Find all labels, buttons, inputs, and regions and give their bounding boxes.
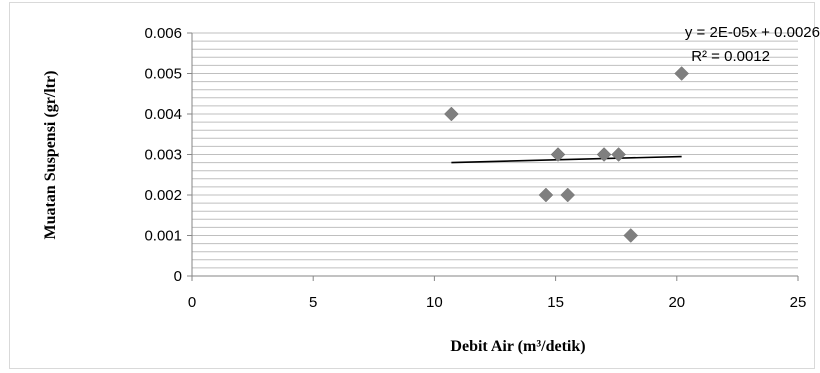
data-point <box>538 187 554 203</box>
data-points <box>444 66 690 243</box>
x-tick-label: 0 <box>188 294 196 311</box>
x-tick-label: 25 <box>790 294 807 311</box>
y-tick-label: 0.001 <box>144 228 182 245</box>
y-tick-label: 0.002 <box>144 187 182 204</box>
y-tick-label: 0.005 <box>144 66 182 83</box>
data-point <box>560 187 576 203</box>
x-tick-label: 20 <box>668 294 685 311</box>
x-tick-label: 5 <box>309 294 317 311</box>
chart-area <box>9 2 815 369</box>
axes <box>187 32 799 281</box>
trendline <box>451 155 682 164</box>
x-tick-label: 15 <box>547 294 564 311</box>
y-tick-label: 0 <box>174 268 182 285</box>
x-axis-title: Debit Air (m³/detik) <box>450 338 585 355</box>
y-axis-title: Muatan Suspensi (gr/ltr) <box>42 71 59 240</box>
data-point <box>611 147 626 162</box>
x-tick-labels: 0 5 10 15 20 25 <box>188 294 807 311</box>
trendline-r-squared: R² = 0.0012 <box>691 48 770 65</box>
data-point <box>550 147 566 162</box>
y-tick-labels: 0 0.001 0.002 0.003 0.004 0.005 0.006 <box>144 25 182 285</box>
y-tick-label: 0.006 <box>144 25 182 42</box>
trendline-equation: y = 2E-05x + 0.0026 <box>685 24 820 41</box>
y-tick-label: 0.003 <box>144 147 182 164</box>
data-point <box>444 106 459 122</box>
data-point <box>674 66 690 81</box>
data-point <box>596 147 612 162</box>
data-point <box>623 228 639 243</box>
gridlines <box>192 32 798 269</box>
trendline-group <box>451 155 682 164</box>
y-tick-label: 0.004 <box>144 106 182 123</box>
x-tick-label: 10 <box>426 294 443 311</box>
